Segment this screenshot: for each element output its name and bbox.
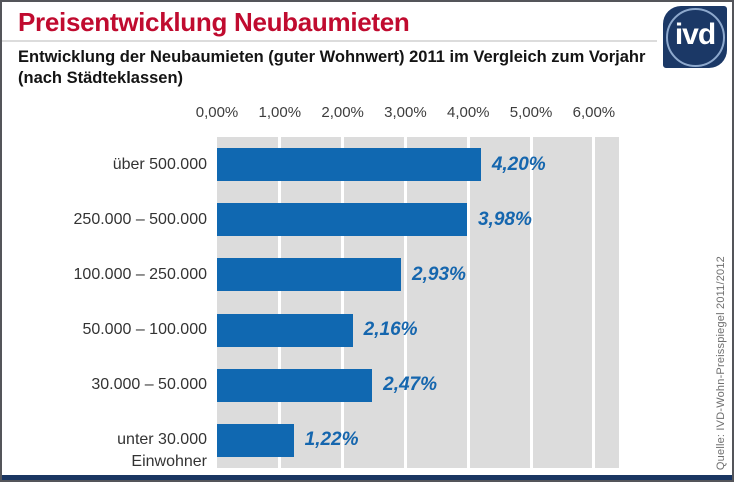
- value-label: 2,47%: [383, 374, 438, 396]
- logo-ring-icon: [666, 8, 725, 67]
- x-axis-tick-label: 3,00%: [384, 104, 427, 121]
- category-label: über 500.000: [112, 155, 207, 173]
- gridline: [466, 137, 470, 468]
- value-label: 4,20%: [491, 153, 546, 175]
- page-subtitle: Entwicklung der Neubaumieten (guter Wohn…: [18, 48, 646, 87]
- gridline: [592, 137, 596, 468]
- logo-text: ivd: [674, 18, 716, 51]
- source-note: Quelle: IVD-Wohn-Preisspiegel 2011/2012: [715, 255, 727, 470]
- x-axis-tick-label: 4,00%: [446, 104, 490, 121]
- bar: [217, 258, 402, 292]
- bar: [217, 368, 373, 402]
- category-label: 50.000 – 100.000: [82, 321, 207, 339]
- plot-area: [217, 137, 619, 468]
- page-title: Preisentwicklung Neubaumieten: [18, 7, 410, 37]
- value-label: 3,98%: [477, 208, 532, 230]
- bottom-accent-bar: [2, 475, 732, 480]
- title-divider: [2, 40, 657, 42]
- category-label: 100.000 – 250.000: [73, 265, 207, 283]
- gridline: [403, 137, 407, 468]
- value-label: 2,16%: [363, 319, 418, 341]
- x-axis-tick-label: 5,00%: [509, 104, 553, 121]
- value-label: 1,22%: [304, 429, 359, 451]
- gridline: [529, 137, 533, 468]
- category-label: 30.000 – 50.000: [91, 376, 207, 394]
- gridline: [341, 137, 345, 468]
- category-label: unter 30.000 Einwohner: [117, 431, 207, 471]
- bar: [217, 203, 467, 237]
- value-label: 2,93%: [412, 263, 466, 285]
- x-axis-tick-label: 2,00%: [321, 104, 364, 121]
- gridline: [278, 137, 282, 468]
- x-axis-tick-label: 0,00%: [195, 104, 239, 121]
- bar: [217, 423, 294, 457]
- bar: [217, 313, 353, 347]
- x-axis-tick-label: 6,00%: [572, 104, 616, 121]
- category-label: 250.000 – 500.000: [73, 210, 207, 228]
- ivd-logo: ivd: [663, 6, 727, 68]
- x-axis-tick-label: 1,00%: [258, 104, 302, 121]
- bar: [217, 148, 481, 182]
